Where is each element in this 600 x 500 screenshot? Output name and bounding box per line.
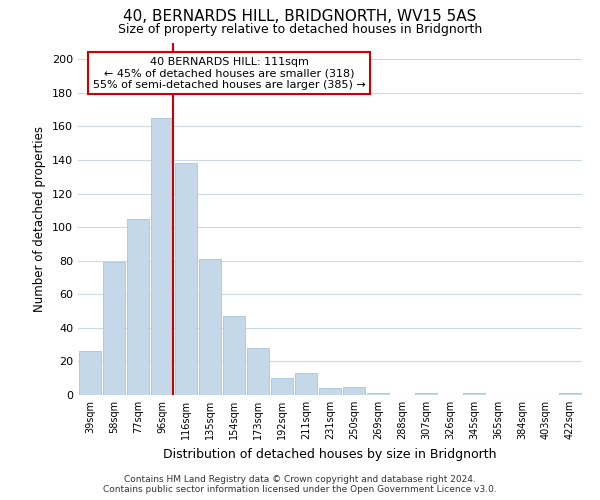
- Bar: [295, 373, 317, 395]
- Bar: [199, 259, 221, 395]
- Y-axis label: Number of detached properties: Number of detached properties: [34, 126, 46, 312]
- Bar: [319, 388, 341, 395]
- X-axis label: Distribution of detached houses by size in Bridgnorth: Distribution of detached houses by size …: [163, 448, 497, 460]
- Bar: [415, 394, 437, 395]
- Bar: [247, 348, 269, 395]
- Bar: [127, 219, 149, 395]
- Bar: [343, 386, 365, 395]
- Bar: [79, 352, 101, 395]
- Bar: [103, 262, 125, 395]
- Bar: [223, 316, 245, 395]
- Bar: [559, 394, 581, 395]
- Bar: [175, 164, 197, 395]
- Bar: [367, 394, 389, 395]
- Text: 40, BERNARDS HILL, BRIDGNORTH, WV15 5AS: 40, BERNARDS HILL, BRIDGNORTH, WV15 5AS: [124, 9, 476, 24]
- Bar: [271, 378, 293, 395]
- Text: 40 BERNARDS HILL: 111sqm
← 45% of detached houses are smaller (318)
55% of semi-: 40 BERNARDS HILL: 111sqm ← 45% of detach…: [93, 56, 365, 90]
- Text: Size of property relative to detached houses in Bridgnorth: Size of property relative to detached ho…: [118, 22, 482, 36]
- Bar: [151, 118, 173, 395]
- Bar: [463, 394, 485, 395]
- Text: Contains HM Land Registry data © Crown copyright and database right 2024.
Contai: Contains HM Land Registry data © Crown c…: [103, 474, 497, 494]
